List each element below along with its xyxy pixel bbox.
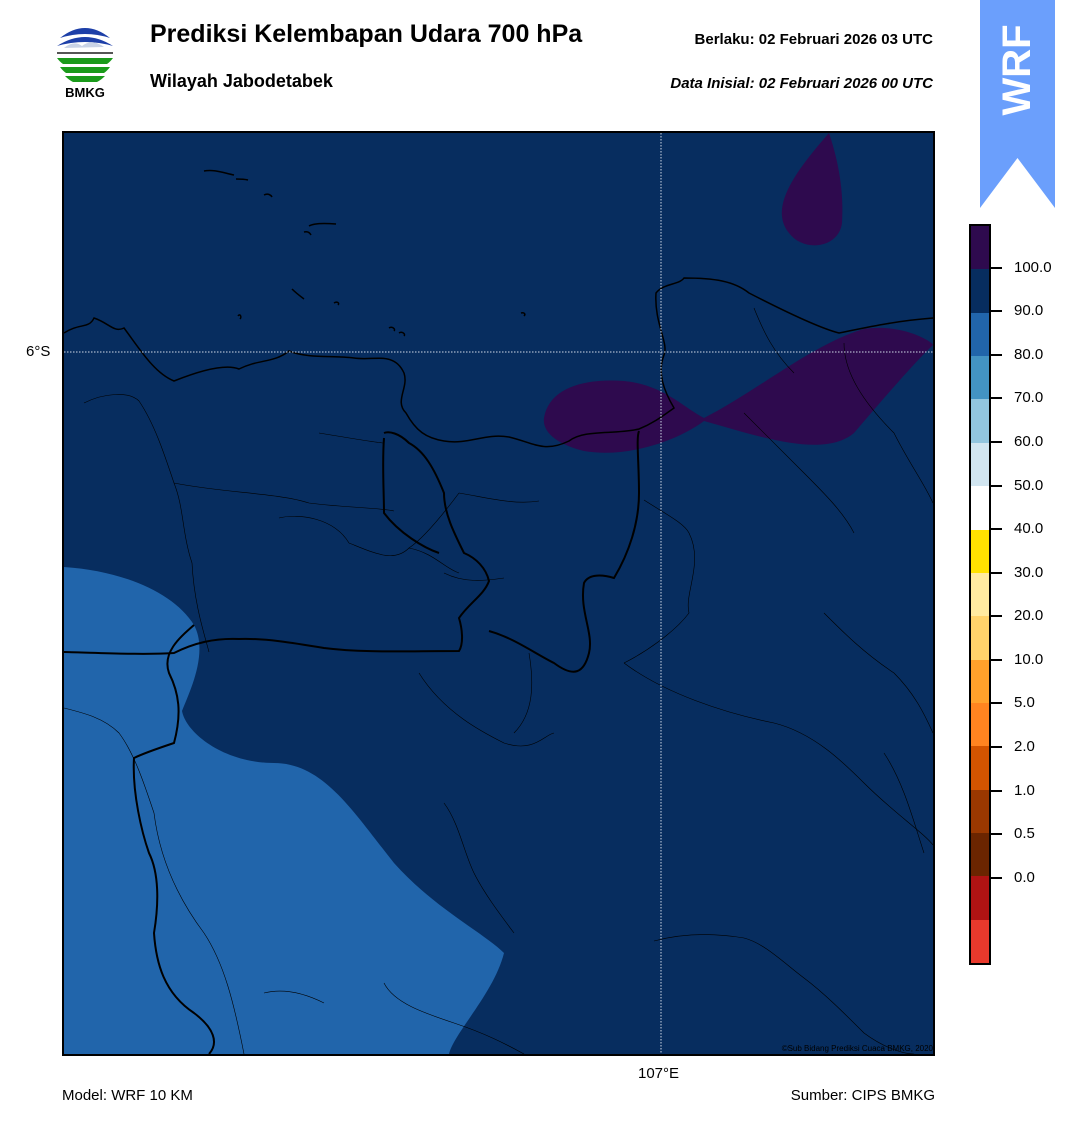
copyright-note: ©Sub Bidang Prediksi Cuaca BMKG, 2020 bbox=[781, 1044, 933, 1053]
colorbar-tick bbox=[991, 876, 1002, 879]
colorbar-swatches bbox=[971, 226, 989, 964]
colorbar-swatch bbox=[971, 876, 989, 920]
colorbar-label: 50.0 bbox=[1014, 476, 1044, 494]
colorbar-swatch bbox=[971, 356, 989, 400]
islands bbox=[203, 169, 526, 337]
coastline bbox=[64, 277, 933, 448]
colorbar-swatch bbox=[971, 486, 989, 530]
map-subtitle: Wilayah Jabodetabek bbox=[150, 71, 333, 91]
colorbar-tick bbox=[991, 397, 1002, 400]
colorbar-swatch bbox=[971, 529, 989, 573]
colorbar-swatch bbox=[971, 659, 989, 703]
colorbar-label: 10.0 bbox=[1014, 650, 1044, 668]
colorbar-swatch bbox=[971, 312, 989, 357]
bmkg-logo-icon bbox=[57, 22, 113, 82]
colorbar-tick bbox=[991, 789, 1002, 792]
colorbar-swatch bbox=[971, 789, 989, 834]
initial-time: Data Inisial: 02 Februari 2026 00 UTC bbox=[670, 75, 933, 92]
colorbar-label: 70.0 bbox=[1014, 389, 1044, 407]
colorbar-swatch bbox=[971, 572, 989, 617]
humidity-field-100-band bbox=[543, 327, 933, 453]
model-label: Model: WRF 10 KM bbox=[62, 1087, 193, 1104]
colorbar-tick bbox=[991, 746, 1002, 749]
colorbar-swatch bbox=[971, 269, 989, 313]
valid-time: Berlaku: 02 Februari 2026 03 UTC bbox=[694, 31, 933, 48]
district-boundaries bbox=[64, 307, 933, 1054]
wrf-badge-text: WRF bbox=[995, 24, 1039, 115]
colorbar-tick bbox=[991, 353, 1002, 356]
colorbar-label: 40.0 bbox=[1014, 520, 1044, 538]
colorbar-tick bbox=[991, 702, 1002, 705]
colorbar-label: 5.0 bbox=[1014, 694, 1035, 712]
colorbar-swatch bbox=[971, 399, 989, 443]
humidity-field-100-top bbox=[781, 133, 843, 246]
colorbar-label: 1.0 bbox=[1014, 781, 1035, 799]
colorbar-label: 30.0 bbox=[1014, 563, 1044, 581]
colorbar-label: 0.5 bbox=[1014, 825, 1035, 843]
colorbar-tick bbox=[991, 658, 1002, 661]
colorbar-tick bbox=[991, 310, 1002, 313]
logo-label: BMKG bbox=[65, 85, 105, 100]
colorbar-label: 80.0 bbox=[1014, 345, 1044, 363]
wrf-badge: WRF bbox=[980, 0, 1055, 208]
colorbar-label: 60.0 bbox=[1014, 432, 1044, 450]
colorbar-label: 0.0 bbox=[1014, 868, 1035, 886]
colorbar-swatch bbox=[971, 616, 989, 660]
colorbar bbox=[969, 224, 991, 965]
map-title: Prediksi Kelembapan Udara 700 hPa bbox=[150, 20, 583, 48]
colorbar-swatch bbox=[971, 442, 989, 487]
colorbar-swatch bbox=[971, 919, 989, 964]
colorbar-label: 2.0 bbox=[1014, 738, 1035, 756]
colorbar-label: 20.0 bbox=[1014, 607, 1044, 625]
colorbar-swatch bbox=[971, 833, 989, 877]
regional-boundary bbox=[382, 437, 440, 554]
west-boundary bbox=[132, 624, 215, 1054]
humidity-field-80-90 bbox=[64, 567, 504, 1054]
colorbar-label: 100.0 bbox=[1014, 258, 1052, 276]
colorbar-tick bbox=[991, 833, 1002, 836]
latitude-label: 6°S bbox=[26, 343, 51, 360]
colorbar-swatch bbox=[971, 746, 989, 790]
colorbar-tick bbox=[991, 571, 1002, 574]
colorbar-swatch bbox=[971, 226, 989, 270]
province-boundary-east bbox=[488, 430, 641, 673]
humidity-map bbox=[62, 131, 935, 1056]
source-label: Sumber: CIPS BMKG bbox=[790, 1087, 935, 1104]
colorbar-tick bbox=[991, 266, 1002, 269]
longitude-label: 107°E bbox=[638, 1065, 680, 1082]
colorbar-label: 90.0 bbox=[1014, 302, 1044, 320]
colorbar-tick bbox=[991, 615, 1002, 618]
colorbar-swatch bbox=[971, 702, 989, 747]
colorbar-tick bbox=[991, 440, 1002, 443]
colorbar-tick bbox=[991, 528, 1002, 531]
colorbar-tick bbox=[991, 484, 1002, 487]
province-boundary bbox=[64, 431, 491, 655]
